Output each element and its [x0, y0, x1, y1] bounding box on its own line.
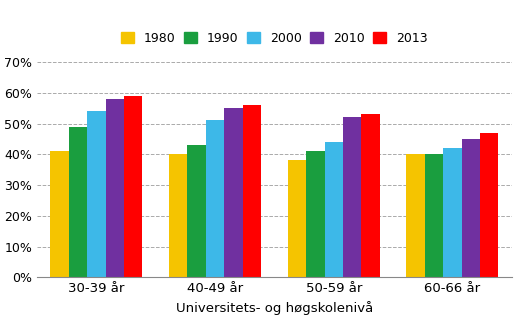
Bar — [124, 96, 142, 278]
Bar — [462, 139, 480, 278]
Bar — [87, 111, 106, 278]
Bar — [425, 154, 443, 278]
Bar — [169, 154, 187, 278]
Bar — [480, 133, 498, 278]
Bar — [325, 142, 343, 278]
Bar — [187, 145, 206, 278]
Bar — [288, 160, 306, 278]
X-axis label: Universitets- og høgskolenivå: Universitets- og høgskolenivå — [176, 301, 373, 315]
Bar — [51, 151, 69, 278]
Bar — [224, 108, 243, 278]
Bar — [306, 151, 325, 278]
Bar — [206, 121, 224, 278]
Legend: 1980, 1990, 2000, 2010, 2013: 1980, 1990, 2000, 2010, 2013 — [121, 32, 427, 45]
Bar — [243, 105, 261, 278]
Bar — [69, 127, 87, 278]
Bar — [407, 154, 425, 278]
Bar — [443, 148, 462, 278]
Bar — [361, 114, 380, 278]
Bar — [106, 99, 124, 278]
Bar — [343, 117, 361, 278]
